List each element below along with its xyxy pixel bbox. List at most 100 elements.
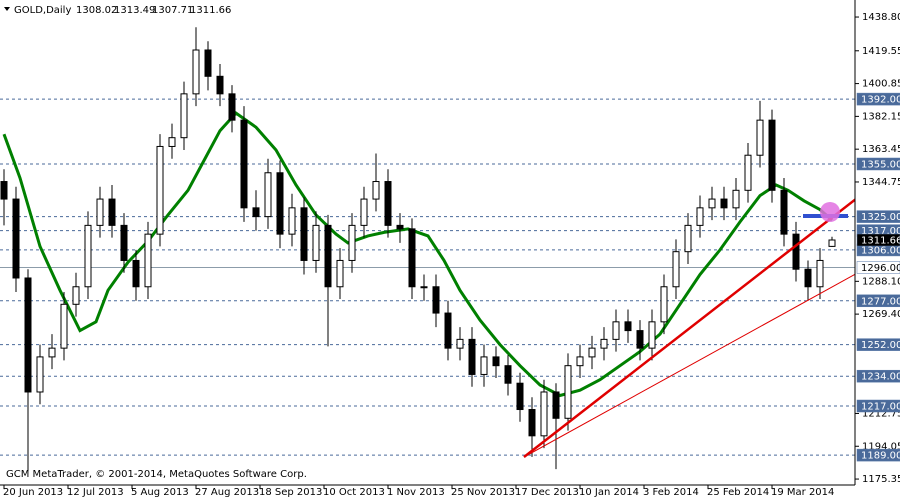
candle-body bbox=[120, 224, 128, 261]
candle-body bbox=[84, 224, 92, 288]
last-price-box bbox=[856, 233, 900, 247]
candle-body bbox=[312, 224, 320, 261]
candle-body bbox=[420, 286, 428, 289]
x-tick-label: 3 Feb 2014 bbox=[643, 487, 699, 498]
level-box bbox=[856, 448, 900, 462]
footer: GCM MetaTrader, © 2001-2014, MetaQuotes … bbox=[6, 469, 307, 480]
x-tick-label: 1 Nov 2013 bbox=[387, 487, 445, 498]
candle-body bbox=[132, 259, 140, 288]
level-label: 1317.00 bbox=[861, 226, 900, 237]
drawings bbox=[523, 198, 855, 458]
candle-body bbox=[156, 145, 164, 235]
reference-box bbox=[856, 261, 900, 274]
candle-body bbox=[744, 154, 752, 191]
candle-body bbox=[732, 189, 740, 209]
candle-body bbox=[192, 49, 200, 95]
candle-body bbox=[456, 338, 464, 349]
candle-body bbox=[264, 172, 272, 218]
candle-body bbox=[108, 198, 116, 226]
level-label: 1277.00 bbox=[861, 296, 900, 307]
x-tick-label: 10 Jan 2014 bbox=[579, 487, 639, 498]
candle-body bbox=[168, 137, 176, 147]
header-low: 1307.71 bbox=[152, 5, 193, 16]
candle-body bbox=[300, 207, 308, 261]
candle-body bbox=[144, 233, 152, 288]
level-label: 1189.00 bbox=[861, 451, 900, 462]
candle-body bbox=[504, 365, 512, 384]
level-label: 1234.00 bbox=[861, 372, 900, 383]
candle-body bbox=[444, 312, 452, 349]
candle-body bbox=[240, 119, 248, 209]
y-tick-label: 1400.85 bbox=[862, 79, 900, 90]
x-tick-label: 19 Mar 2014 bbox=[771, 487, 834, 498]
header-symbol: GOLD,Daily bbox=[14, 5, 71, 16]
y-tick-label: 1363.45 bbox=[862, 144, 900, 155]
candle-body bbox=[684, 224, 692, 253]
candle-body bbox=[600, 338, 608, 349]
candle-body bbox=[372, 181, 380, 200]
candle-body bbox=[696, 207, 704, 226]
y-tick-label: 1438.80 bbox=[862, 12, 900, 23]
y-tick-label: 1194.05 bbox=[862, 441, 900, 452]
candle-body bbox=[360, 198, 368, 226]
x-tick-label: 25 Feb 2014 bbox=[707, 487, 769, 498]
candle-body bbox=[60, 303, 68, 349]
x-tick-label: 18 Sep 2013 bbox=[259, 487, 322, 498]
x-tick-label: 27 Aug 2013 bbox=[195, 487, 259, 498]
y-tick-label: 1419.55 bbox=[862, 46, 900, 57]
candle-body bbox=[720, 198, 728, 209]
level-box bbox=[856, 369, 900, 383]
level-label: 1355.00 bbox=[861, 159, 900, 170]
candle-body bbox=[768, 119, 776, 191]
header-arrow bbox=[4, 7, 10, 11]
candle-body bbox=[48, 347, 56, 358]
candle-body bbox=[0, 181, 8, 200]
x-tick-label: 25 Nov 2013 bbox=[451, 487, 515, 498]
reference-label: 1296.00 bbox=[861, 263, 900, 274]
candle-body bbox=[672, 251, 680, 288]
candle-body bbox=[204, 49, 212, 77]
level-box bbox=[856, 399, 900, 413]
level-box bbox=[856, 338, 900, 351]
x-tick-label: 10 Oct 2013 bbox=[323, 487, 385, 498]
x-tick-label: 5 Aug 2013 bbox=[131, 487, 189, 498]
candle-body bbox=[288, 207, 296, 235]
header-close: 1311.66 bbox=[190, 5, 231, 16]
candle-body bbox=[408, 228, 416, 288]
candle-body bbox=[96, 198, 104, 226]
candle-body bbox=[36, 356, 44, 393]
candle-body bbox=[468, 338, 476, 375]
candle-body bbox=[576, 356, 584, 367]
candle-body bbox=[528, 409, 536, 437]
header: GOLD,Daily 1308.02 1313.49 1307.71 1311.… bbox=[4, 5, 231, 16]
plot-area bbox=[0, 27, 836, 471]
candle-body bbox=[552, 391, 560, 419]
level-box bbox=[856, 157, 900, 171]
moving-average bbox=[2, 111, 833, 398]
y-tick-label: 1269.40 bbox=[862, 309, 900, 320]
level-label: 1392.00 bbox=[861, 95, 900, 106]
level-box bbox=[856, 210, 900, 223]
marker-circle bbox=[820, 202, 840, 222]
candle-body bbox=[336, 259, 344, 288]
candle-body bbox=[612, 321, 620, 340]
level-box bbox=[856, 92, 900, 106]
candle-body bbox=[492, 356, 500, 367]
last-price-label: 1311.66 bbox=[861, 236, 900, 247]
header-high: 1313.49 bbox=[114, 5, 155, 16]
candle-body bbox=[396, 224, 404, 230]
candle-body bbox=[228, 93, 236, 121]
candle-body bbox=[588, 347, 596, 358]
x-tick-label: 12 Jul 2013 bbox=[67, 487, 124, 498]
candle-body bbox=[252, 207, 260, 218]
level-label: 1217.00 bbox=[861, 402, 900, 413]
candle-body bbox=[564, 365, 572, 419]
candle-body bbox=[804, 268, 812, 288]
candle-body bbox=[324, 224, 332, 288]
candle-body bbox=[648, 321, 656, 349]
candle-body bbox=[24, 277, 32, 393]
level-label: 1306.00 bbox=[861, 245, 900, 256]
candle-body bbox=[216, 75, 224, 95]
level-box bbox=[856, 294, 900, 308]
